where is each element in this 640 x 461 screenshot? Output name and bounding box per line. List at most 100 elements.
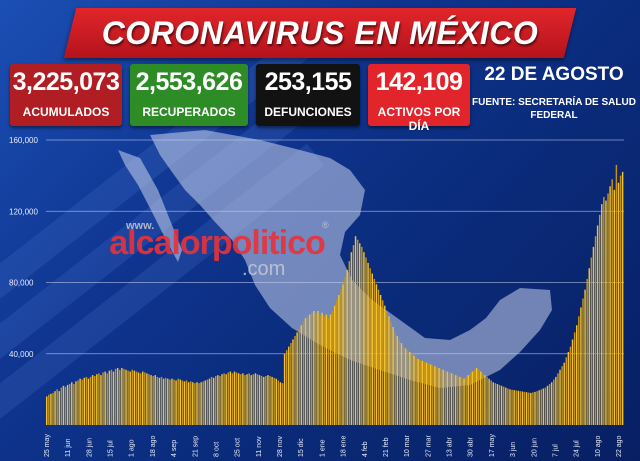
- bar: [571, 339, 574, 425]
- bar: [154, 375, 156, 426]
- bar: [605, 200, 607, 425]
- bar: [348, 261, 351, 426]
- bar: [598, 214, 601, 425]
- bar: [194, 383, 196, 425]
- bar: [494, 383, 497, 425]
- bar: [511, 389, 513, 425]
- bar: [112, 371, 115, 425]
- bar: [129, 371, 131, 425]
- bar: [365, 257, 367, 425]
- x-tick-label: 4 feb: [362, 441, 369, 457]
- bar: [169, 379, 171, 425]
- bar: [344, 277, 346, 425]
- bar: [434, 366, 436, 425]
- bar: [611, 179, 613, 425]
- bar: [488, 378, 490, 425]
- bar: [559, 369, 561, 425]
- bar: [388, 316, 390, 425]
- report-date: 22 DE AGOSTO: [484, 64, 624, 85]
- bar: [505, 387, 507, 425]
- bar: [123, 368, 125, 425]
- bar: [465, 376, 467, 425]
- bar: [390, 321, 392, 425]
- bar: [256, 374, 259, 425]
- x-tick-label: 8 oct: [214, 442, 221, 457]
- bar: [475, 368, 478, 425]
- bar: [68, 384, 71, 425]
- bar: [281, 383, 284, 425]
- bar: [438, 368, 440, 425]
- x-tick-label: 28 jun: [86, 438, 93, 457]
- bar: [283, 353, 286, 425]
- bar: [596, 225, 599, 425]
- bar: [415, 357, 417, 425]
- bar: [217, 375, 219, 426]
- bar: [133, 370, 136, 425]
- bar: [386, 311, 388, 425]
- bar: [563, 362, 565, 425]
- bar: [500, 385, 503, 425]
- bar: [609, 186, 611, 425]
- bar: [240, 374, 242, 425]
- bar: [546, 385, 549, 425]
- bar: [371, 273, 373, 425]
- bar: [252, 374, 255, 425]
- bar: [185, 380, 188, 425]
- bar: [208, 378, 211, 425]
- bar: [225, 374, 227, 425]
- stat-label: ACUMULADOS: [22, 105, 110, 119]
- stat-recuperados: 2,553,626 RECUPERADOS: [130, 64, 248, 126]
- bar: [204, 380, 207, 425]
- watermark-domain: .com: [242, 258, 286, 280]
- bar: [329, 314, 332, 425]
- bar: [267, 375, 269, 426]
- bar: [87, 378, 90, 425]
- stat-defunciones: 253,155 DEFUNCIONES: [256, 64, 360, 126]
- bar: [319, 314, 321, 425]
- bar: [146, 373, 148, 425]
- bar: [419, 359, 421, 425]
- bar: [436, 367, 438, 425]
- bar: [148, 374, 150, 425]
- x-tick-label: 30 abr: [468, 436, 475, 457]
- bar: [306, 316, 309, 425]
- bar: [542, 388, 545, 425]
- bar: [427, 363, 430, 425]
- bar: [202, 381, 204, 425]
- bar: [119, 369, 121, 425]
- bar: [592, 246, 595, 426]
- bar: [450, 373, 453, 425]
- bar: [308, 314, 311, 425]
- bar: [490, 380, 492, 425]
- bar: [402, 346, 405, 426]
- bar: [66, 384, 69, 425]
- bar: [440, 368, 442, 425]
- bar: [576, 325, 578, 425]
- bar: [171, 378, 173, 425]
- bar: [550, 382, 553, 425]
- bar: [269, 376, 271, 425]
- bar: [384, 305, 386, 425]
- x-axis-ticks: 25 may 11 jun 28 jun 15 jul 1 ago 18 ago 4 sep…: [44, 434, 623, 457]
- bar: [79, 378, 81, 425]
- bar: [77, 380, 79, 425]
- bar: [507, 388, 509, 425]
- bar: [396, 335, 399, 425]
- bar: [477, 369, 480, 425]
- bar: [116, 368, 119, 425]
- bar: [235, 372, 238, 425]
- bar: [141, 371, 144, 425]
- stat-value: 3,225,073: [12, 68, 120, 96]
- bar: [75, 381, 77, 425]
- bar: [473, 369, 476, 425]
- bar: [62, 385, 65, 425]
- bar: [325, 314, 328, 425]
- bar: [333, 305, 336, 425]
- bar: [260, 376, 263, 425]
- bar: [398, 339, 401, 425]
- bar: [164, 377, 167, 425]
- bar: [336, 300, 338, 425]
- bar: [519, 391, 522, 425]
